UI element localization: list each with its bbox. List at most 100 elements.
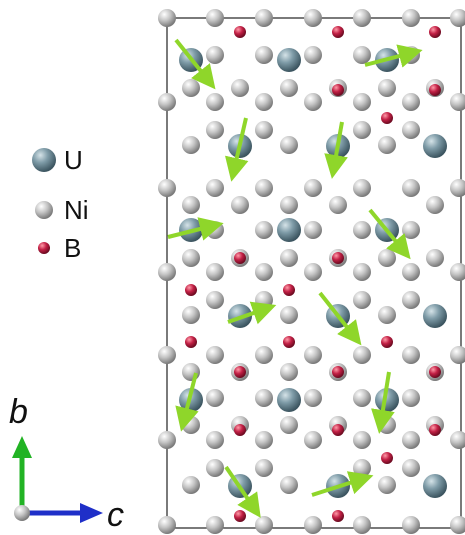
ni-atom	[158, 179, 176, 197]
ni-atom	[182, 306, 200, 324]
b-atom	[381, 452, 393, 464]
axis-origin	[14, 505, 30, 521]
ni-atom	[450, 263, 465, 281]
ni-atom	[206, 346, 224, 364]
ni-atom	[255, 263, 273, 281]
ni-atom	[255, 93, 273, 111]
b-axis-label: b	[9, 393, 28, 431]
ni-atom	[353, 179, 371, 197]
ni-atom	[182, 363, 200, 381]
legend-label-ni: Ni	[64, 195, 89, 225]
magnetic-moment-arrow	[175, 372, 199, 432]
ni-atom	[280, 249, 298, 267]
ni-atom	[206, 431, 224, 449]
ni-atom	[450, 431, 465, 449]
b-atom	[234, 252, 246, 264]
ni-atom	[231, 196, 249, 214]
u-atom	[423, 474, 447, 498]
ni-atom	[353, 121, 371, 139]
ni-atom	[280, 196, 298, 214]
atom-layer	[158, 9, 465, 534]
ni-atom	[206, 459, 224, 477]
ni-atom	[206, 121, 224, 139]
u-atom	[423, 134, 447, 158]
magnetic-moment-arrow	[324, 121, 348, 179]
ni-atom	[402, 179, 420, 197]
ni-atom	[329, 196, 347, 214]
ni-atom	[304, 346, 322, 364]
b-atom	[332, 424, 344, 436]
ni-atom	[353, 221, 371, 239]
ni-atom	[304, 93, 322, 111]
ni-atom	[402, 121, 420, 139]
ni-atom	[255, 121, 273, 139]
ni-atom	[402, 389, 420, 407]
b-atom	[283, 336, 295, 348]
magnetic-moment-arrow	[368, 208, 411, 260]
u-atom	[423, 304, 447, 328]
ni-atom	[402, 9, 420, 27]
b-atom	[234, 510, 246, 522]
legend-label-b: B	[64, 233, 81, 263]
ni-atom	[206, 179, 224, 197]
u-atom	[277, 388, 301, 412]
ni-atom	[206, 46, 224, 64]
ni-atom-icon	[35, 201, 53, 219]
magnetic-moment-arrow	[311, 471, 374, 497]
ni-atom	[450, 179, 465, 197]
ni-atom	[378, 79, 396, 97]
b-atom-icon	[38, 242, 50, 254]
b-atom	[234, 26, 246, 38]
ni-atom	[353, 516, 371, 534]
ni-atom	[255, 9, 273, 27]
magnetic-moment-arrow	[167, 217, 224, 241]
u-atom	[277, 218, 301, 242]
ni-atom	[353, 291, 371, 309]
axis-indicator: b c	[9, 393, 124, 534]
b-atom	[185, 336, 197, 348]
ni-atom	[378, 306, 396, 324]
ni-atom	[255, 431, 273, 449]
u-atom	[375, 388, 399, 412]
magnetic-moment-arrow	[174, 38, 216, 90]
magnetic-moment-arrow	[371, 371, 395, 434]
ni-atom	[255, 516, 273, 534]
b-axis-arrowhead	[12, 436, 32, 458]
ni-atom	[353, 459, 371, 477]
ni-atom	[158, 346, 176, 364]
b-atom	[429, 26, 441, 38]
ni-atom	[255, 179, 273, 197]
ni-atom	[255, 291, 273, 309]
ni-atom	[304, 263, 322, 281]
b-atom	[381, 336, 393, 348]
magnetic-moment-arrow	[364, 44, 423, 68]
ni-atom	[353, 346, 371, 364]
b-atom	[185, 284, 197, 296]
magnetic-moment-arrow	[224, 465, 261, 518]
magnetic-moment-arrow	[318, 291, 362, 346]
b-atom	[332, 366, 344, 378]
ni-atom	[206, 516, 224, 534]
b-atom	[234, 424, 246, 436]
ni-atom	[402, 516, 420, 534]
ni-atom	[353, 431, 371, 449]
ni-atom	[353, 263, 371, 281]
ni-atom	[182, 79, 200, 97]
ni-atom	[426, 196, 444, 214]
ni-atom	[353, 389, 371, 407]
ni-atom	[450, 516, 465, 534]
ni-atom	[304, 9, 322, 27]
ni-atom	[426, 249, 444, 267]
u-atom	[277, 48, 301, 72]
ni-atom	[402, 459, 420, 477]
ni-atom	[304, 46, 322, 64]
ni-atom	[402, 221, 420, 239]
ni-atom	[402, 263, 420, 281]
ni-atom	[280, 416, 298, 434]
b-atom	[283, 284, 295, 296]
ni-atom	[206, 291, 224, 309]
ni-atom	[353, 46, 371, 64]
legend-item-b: B	[38, 233, 81, 263]
b-atom	[332, 510, 344, 522]
